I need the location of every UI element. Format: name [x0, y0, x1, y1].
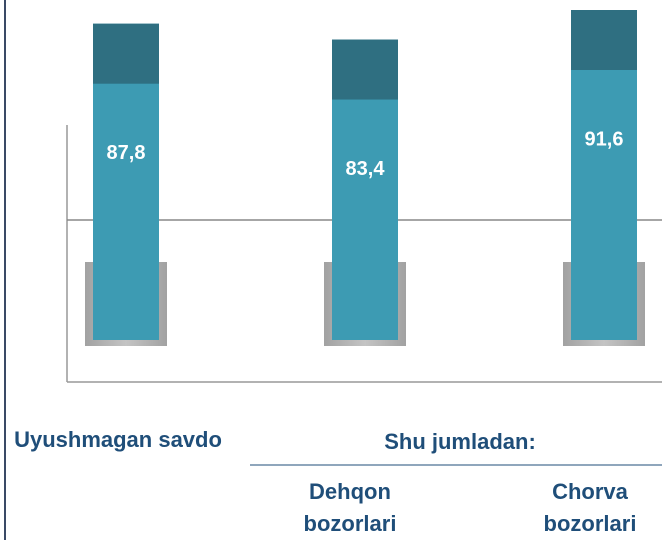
value-label: 91,6 — [585, 128, 624, 150]
bar-cap — [332, 39, 398, 100]
bar-cap — [571, 10, 637, 70]
group-label: Shu jumladan: — [384, 429, 536, 454]
category-label: Dehqon bozorlari — [303, 479, 397, 536]
category-label: Chorva bozorlari — [543, 479, 637, 536]
value-label: 83,4 — [346, 158, 386, 180]
bar-cap — [93, 23, 159, 84]
value-label: 87,8 — [107, 142, 146, 164]
category-label: Uyushmagan savdo — [14, 427, 222, 452]
bars: 87,8 83,4 91,6 — [85, 10, 645, 346]
